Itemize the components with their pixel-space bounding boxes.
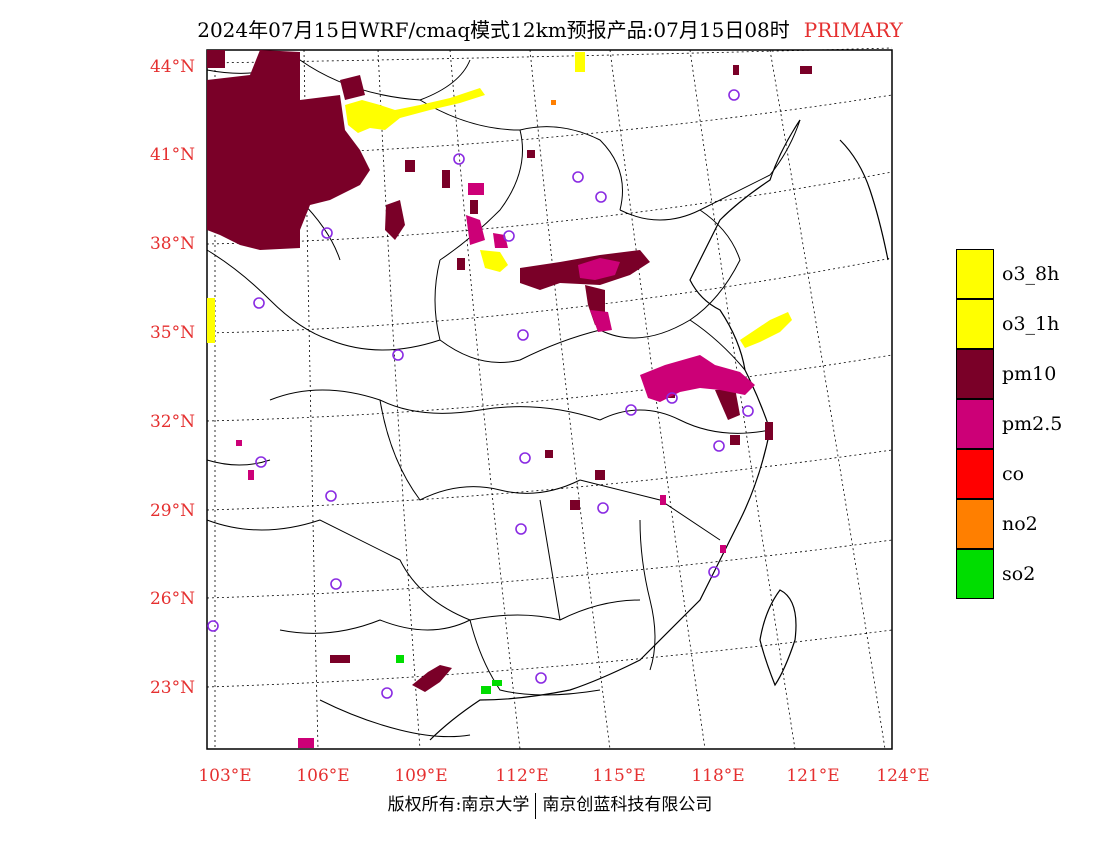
legend-label: pm2.5 xyxy=(1002,413,1063,435)
station-marker xyxy=(392,349,404,361)
station-marker xyxy=(713,440,725,452)
legend-swatch xyxy=(956,249,994,299)
station-marker xyxy=(325,490,337,502)
legend-label: no2 xyxy=(1002,513,1038,535)
lat-label: 41°N xyxy=(150,145,195,165)
legend-label: pm10 xyxy=(1002,363,1057,385)
copyright-owner: 版权所有:南京大学 xyxy=(387,795,530,815)
lat-label: 35°N xyxy=(150,323,195,343)
station-marker xyxy=(330,578,342,590)
legend-label: co xyxy=(1002,463,1025,485)
station-marker xyxy=(708,566,720,578)
station-marker xyxy=(381,687,393,699)
lat-label: 26°N xyxy=(150,589,195,609)
station-marker xyxy=(595,191,607,203)
station-marker xyxy=(519,452,531,464)
station-marker xyxy=(207,620,219,632)
coastline xyxy=(429,119,889,741)
legend-swatch xyxy=(956,399,994,449)
lon-label: 103°E xyxy=(198,766,251,786)
latitude-labels: 44°N 41°N 38°N 35°N 32°N 29°N 26°N 23°N xyxy=(150,57,195,698)
o3-regions xyxy=(207,52,792,348)
lat-label: 29°N xyxy=(150,501,195,521)
station-marker xyxy=(728,89,740,101)
lon-label: 118°E xyxy=(691,766,744,786)
legend-label: so2 xyxy=(1002,563,1036,585)
station-marker xyxy=(253,297,265,309)
no2-spot xyxy=(551,100,556,105)
lat-label: 32°N xyxy=(150,412,195,432)
legend-swatch xyxy=(956,499,994,549)
station-marker xyxy=(597,502,609,514)
map-frame xyxy=(206,49,893,750)
station-marker xyxy=(572,171,584,183)
copyright-company: 南京创蓝科技有限公司 xyxy=(542,795,713,815)
station-marker xyxy=(255,456,267,468)
longitude-labels: 103°E 106°E 109°E 112°E 115°E 118°E 121°… xyxy=(198,766,929,786)
footer-divider xyxy=(535,792,537,819)
lat-label: 44°N xyxy=(150,57,195,77)
pm10-regions xyxy=(207,50,812,692)
station-marker xyxy=(515,523,527,535)
map-title-tag: PRIMARY xyxy=(803,18,903,42)
lon-label: 109°E xyxy=(394,766,447,786)
station-marker xyxy=(535,672,547,684)
lon-label: 124°E xyxy=(876,766,929,786)
lon-label: 106°E xyxy=(296,766,349,786)
lat-label: 23°N xyxy=(150,678,195,698)
legend-swatch xyxy=(956,549,994,599)
map-title: 2024年07月15日WRF/cmaq模式12km预报产品:07月15日08时 P… xyxy=(0,14,1100,43)
lon-label: 115°E xyxy=(592,766,645,786)
station-markers xyxy=(207,89,754,699)
lon-label: 121°E xyxy=(786,766,839,786)
station-marker xyxy=(321,227,333,239)
station-marker xyxy=(625,404,637,416)
map-title-main: 2024年07月15日WRF/cmaq模式12km预报产品:07月15日08时 xyxy=(197,18,790,42)
pm25-regions xyxy=(236,183,755,748)
lat-label: 38°N xyxy=(150,234,195,254)
so2-regions xyxy=(396,655,502,694)
legend-label: o3_1h xyxy=(1002,313,1060,335)
legend-swatch xyxy=(956,349,994,399)
legend-swatch xyxy=(956,449,994,499)
station-marker xyxy=(503,230,515,242)
station-marker xyxy=(517,329,529,341)
legend-swatch xyxy=(956,299,994,349)
station-marker xyxy=(453,153,465,165)
copyright-footer: 版权所有:南京大学 南京创蓝科技有限公司 xyxy=(0,790,1100,819)
station-marker xyxy=(742,405,754,417)
station-marker xyxy=(666,392,678,404)
lon-label: 112°E xyxy=(495,766,548,786)
legend-label: o3_8h xyxy=(1002,263,1060,285)
